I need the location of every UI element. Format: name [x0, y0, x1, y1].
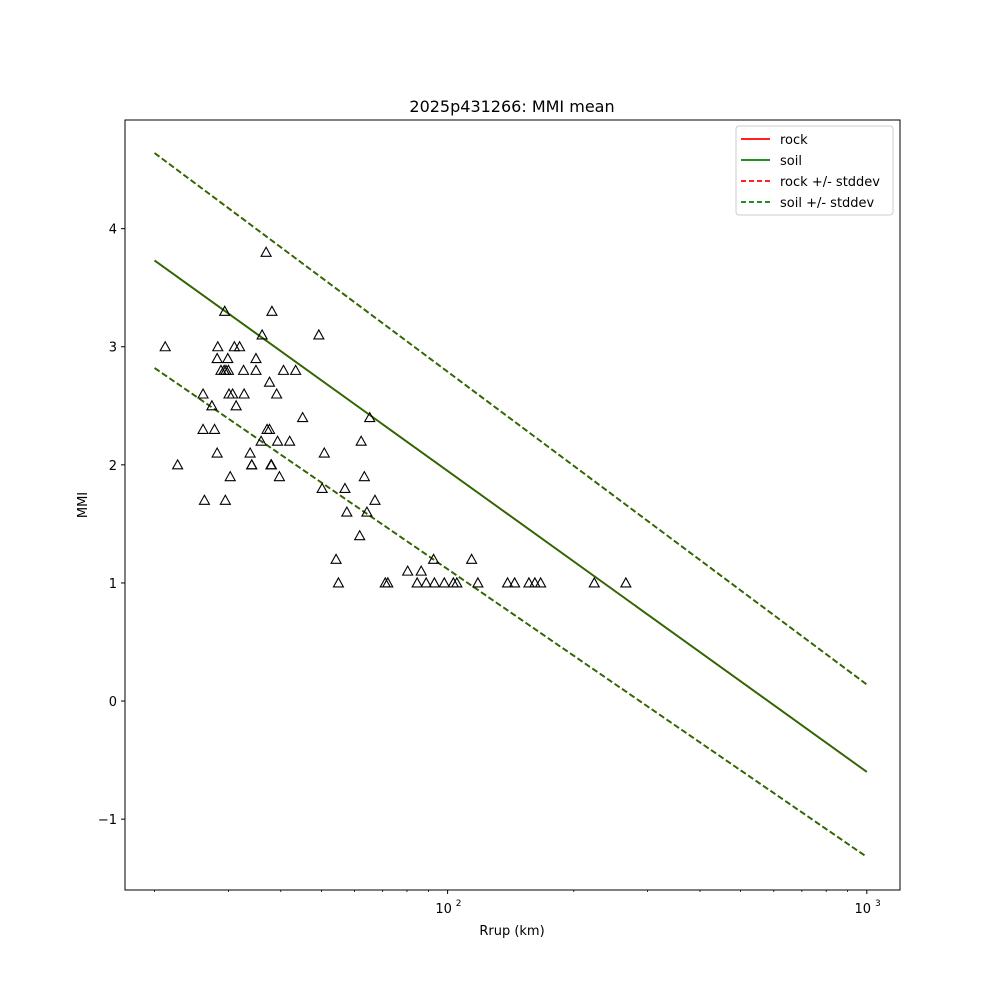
- mean-line: [154, 259, 868, 773]
- observation-point: [332, 576, 345, 588]
- observation-point: [340, 505, 353, 517]
- observation-point: [263, 376, 276, 387]
- y-tick-label: 0: [109, 695, 117, 710]
- y-tick-label: 4: [109, 223, 117, 238]
- observation-point: [197, 387, 209, 399]
- x-tick-label: 10: [855, 902, 872, 917]
- observation-point: [224, 470, 237, 482]
- observation-point: [263, 423, 276, 434]
- observation-point: [219, 494, 232, 505]
- observation-point: [289, 364, 302, 375]
- observation-point: [420, 576, 433, 588]
- observation-point: [427, 553, 440, 564]
- observation-point: [330, 553, 343, 564]
- legend-label: rock: [780, 133, 808, 148]
- observation-point: [222, 364, 235, 375]
- observation-point: [208, 423, 221, 434]
- y-tick-label: −1: [98, 813, 117, 828]
- observation-point: [233, 340, 246, 352]
- observation-point: [221, 352, 234, 364]
- observation-point: [312, 328, 325, 340]
- observation-point: [355, 435, 368, 446]
- observation-point: [415, 565, 428, 576]
- observation-point: [316, 482, 329, 494]
- observation-point: [265, 305, 278, 316]
- observation-point: [277, 364, 290, 375]
- x-tick-exponent: 2: [456, 899, 462, 909]
- observation-point: [237, 364, 250, 375]
- observation-point: [283, 435, 296, 446]
- y-tick-label: 3: [109, 341, 117, 356]
- observation-point: [534, 576, 547, 588]
- y-tick-label: 1: [109, 577, 117, 592]
- observation-point: [588, 576, 601, 588]
- observation-point: [401, 565, 414, 576]
- observation-point: [256, 328, 269, 340]
- observation-point: [619, 576, 632, 588]
- observation-point: [238, 387, 251, 399]
- x-tick-exponent: 3: [875, 899, 881, 909]
- observation-point: [450, 576, 463, 588]
- observation-point: [197, 423, 209, 434]
- legend-label: rock +/- stddev: [780, 175, 880, 190]
- observation-point: [270, 387, 283, 399]
- observation-point: [244, 446, 257, 458]
- observation-point: [211, 340, 224, 352]
- x-tick-label: 10: [435, 902, 452, 917]
- x-axis-label: Rrup (km): [479, 924, 544, 939]
- observation-point: [471, 576, 484, 588]
- observation-point: [360, 505, 373, 517]
- legend-label: soil: [780, 154, 802, 169]
- observation-point: [501, 576, 514, 588]
- chart-title: 2025p431266: MMI mean: [409, 97, 614, 116]
- observation-point: [508, 576, 521, 588]
- observation-point: [411, 576, 424, 588]
- y-tick-label: 2: [109, 459, 117, 474]
- observation-point: [465, 553, 478, 564]
- observation-point: [428, 576, 441, 588]
- observation-point: [339, 482, 351, 494]
- observation-point: [273, 470, 286, 482]
- observation-point: [245, 458, 258, 470]
- observation-point: [211, 352, 224, 364]
- observation-point: [369, 494, 381, 505]
- observation-point: [211, 446, 224, 458]
- observation-point: [255, 435, 268, 446]
- observation-point: [265, 458, 278, 470]
- observation-point: [159, 340, 172, 352]
- observation-point: [171, 458, 184, 470]
- legend-label: soil +/- stddev: [780, 196, 875, 211]
- observation-point: [528, 576, 541, 588]
- observation-point: [296, 411, 309, 423]
- observation-point: [271, 435, 284, 446]
- y-axis-label: MMI: [76, 492, 91, 518]
- observation-point: [381, 576, 394, 588]
- observation-point: [438, 576, 451, 588]
- observation-point: [358, 470, 371, 482]
- observation-point: [226, 387, 239, 399]
- observation-point: [260, 246, 273, 257]
- observation-point: [353, 529, 366, 541]
- plot-frame: [124, 119, 901, 891]
- observation-point: [250, 364, 262, 375]
- observation-point: [522, 576, 535, 588]
- stddev-line: [154, 152, 868, 686]
- legend: rock soil rock +/- stddev soil +/- stddev: [735, 125, 894, 216]
- observation-point: [250, 352, 262, 364]
- observation-point: [230, 399, 243, 411]
- observation-point: [363, 411, 376, 423]
- observation-point: [218, 305, 231, 316]
- observation-point: [318, 446, 331, 458]
- observation-point: [198, 494, 211, 505]
- observation-point: [205, 399, 218, 411]
- legend-box: [735, 125, 894, 216]
